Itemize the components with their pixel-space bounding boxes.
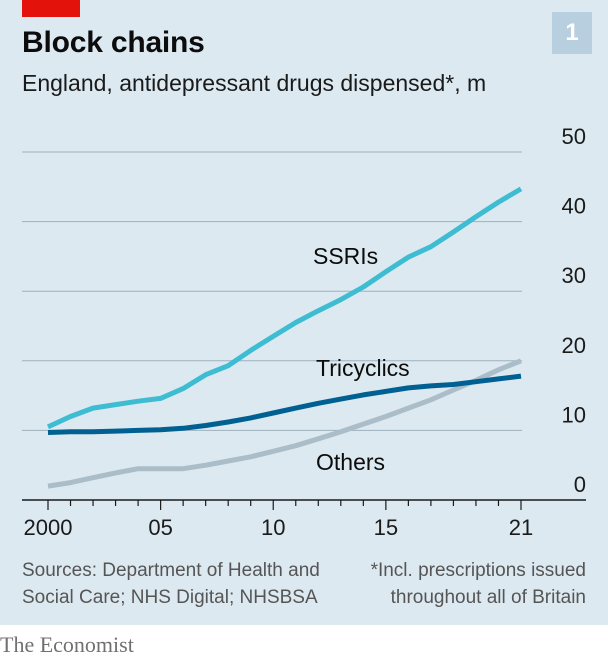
- x-tick-label-21: 21: [509, 515, 533, 540]
- y-tick-label-0: 0: [574, 472, 586, 497]
- line-chart: 0 10 20 30 40 50 2000 05 10 15 21 SSRIs Tricyclic…: [22, 124, 586, 540]
- y-tick-label-40: 40: [562, 194, 586, 219]
- chart-title: Block chains: [22, 26, 205, 59]
- footnote-line-2: throughout all of Britain: [390, 587, 586, 608]
- gridlines: [22, 151, 522, 431]
- x-tick-label-05: 05: [148, 515, 172, 540]
- x-tick-label-15: 15: [374, 515, 398, 540]
- chart-subtitle: England, antidepressant drugs dispensed*…: [22, 70, 487, 96]
- y-tick-label-50: 50: [562, 124, 586, 149]
- x-axis: 2000 05 10 15 21: [22, 499, 586, 540]
- tricyclics-series-label: Tricyclics: [316, 355, 410, 381]
- y-tick-label-10: 10: [562, 402, 586, 427]
- chart-panel: [0, 0, 608, 625]
- x-tick-label-2000: 2000: [24, 515, 73, 540]
- economist-brand: The Economist: [0, 632, 134, 657]
- y-tick-label-30: 30: [562, 263, 586, 288]
- x-tick-label-10: 10: [261, 515, 285, 540]
- footnote: *Incl. prescriptions issued throughout a…: [336, 557, 586, 611]
- source-line-2: Social Care; NHS Digital; NHSBSA: [22, 587, 318, 608]
- red-tag-marker: [22, 0, 80, 17]
- ssris-series-label: SSRIs: [313, 243, 378, 269]
- ssri-line: [46, 186, 523, 430]
- series-lines: [46, 186, 523, 489]
- y-axis-tick-labels: 0 10 20 30 40 50: [562, 124, 586, 497]
- series-labels: SSRIs Tricyclics Others: [313, 243, 410, 475]
- chart-number-badge: 1: [552, 12, 592, 54]
- source-note: Sources: Department of Health and Social…: [22, 557, 352, 611]
- tricyclics-line: [47, 373, 522, 435]
- others-series-label: Others: [316, 449, 385, 475]
- footnote-line-1: *Incl. prescriptions issued: [370, 560, 586, 581]
- source-line-1: Sources: Department of Health and: [22, 560, 320, 581]
- others-line: [47, 358, 522, 489]
- y-tick-label-20: 20: [562, 333, 586, 358]
